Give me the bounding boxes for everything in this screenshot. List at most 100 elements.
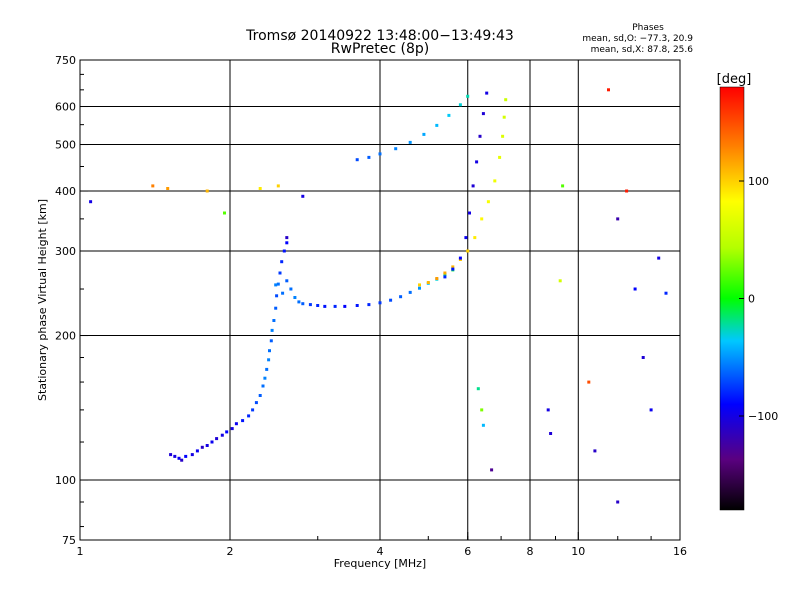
data-point bbox=[263, 376, 267, 380]
data-point bbox=[190, 453, 194, 457]
data-point bbox=[205, 444, 209, 447]
data-point bbox=[418, 283, 421, 287]
data-point bbox=[641, 356, 645, 359]
data-point bbox=[480, 217, 484, 221]
colorbar-ticks: 100 0 −100 bbox=[739, 175, 778, 423]
data-point bbox=[418, 286, 421, 290]
data-point bbox=[281, 291, 285, 295]
chart-title: Tromsø 20140922 13:48:00−13:49:43 bbox=[245, 28, 514, 44]
data-point bbox=[276, 184, 280, 188]
data-point bbox=[169, 453, 173, 457]
data-point bbox=[274, 283, 278, 287]
stats-line-o: mean, sd,O: −77.3, 20.9 bbox=[582, 34, 693, 44]
data-point bbox=[272, 319, 276, 322]
x-tick-label: 8 bbox=[527, 545, 534, 558]
data-point bbox=[616, 217, 620, 221]
data-point bbox=[587, 380, 591, 384]
data-point bbox=[269, 339, 273, 343]
data-point bbox=[280, 260, 284, 264]
data-point bbox=[308, 303, 312, 307]
data-point bbox=[180, 458, 184, 462]
data-point bbox=[220, 433, 224, 437]
y-tick-label: 200 bbox=[55, 330, 76, 343]
data-point bbox=[480, 408, 484, 412]
data-point bbox=[200, 445, 204, 449]
data-point bbox=[451, 267, 455, 271]
data-point bbox=[498, 155, 502, 159]
data-point bbox=[234, 422, 238, 426]
data-point bbox=[558, 279, 562, 283]
data-point bbox=[173, 454, 177, 458]
data-point bbox=[166, 187, 170, 190]
data-point bbox=[378, 152, 382, 156]
data-point bbox=[451, 265, 455, 269]
data-point bbox=[458, 103, 462, 107]
data-point bbox=[408, 140, 412, 144]
data-point bbox=[285, 236, 289, 240]
stats-line-x: mean, sd,X: 87.8, 25.6 bbox=[591, 45, 694, 55]
data-point bbox=[276, 282, 280, 286]
data-point bbox=[282, 249, 286, 253]
data-point bbox=[261, 384, 265, 388]
axis-ticks: 1 2 4 6 8 10 16 75 100 200 300 400 500 600 750 bbox=[55, 54, 687, 558]
data-point bbox=[471, 184, 475, 188]
data-point bbox=[549, 432, 553, 435]
data-point bbox=[478, 134, 482, 138]
data-point bbox=[215, 437, 219, 441]
data-point bbox=[399, 295, 403, 299]
data-point bbox=[367, 155, 371, 159]
x-tick-label: 2 bbox=[227, 545, 234, 558]
data-point bbox=[408, 290, 412, 294]
data-point bbox=[422, 132, 426, 136]
data-point bbox=[493, 179, 497, 183]
y-tick-label: 400 bbox=[55, 185, 76, 198]
data-point bbox=[205, 189, 209, 193]
data-point bbox=[394, 147, 398, 151]
data-point bbox=[274, 306, 278, 310]
data-point bbox=[355, 158, 359, 162]
data-point bbox=[389, 298, 393, 302]
data-point bbox=[285, 241, 289, 245]
data-point bbox=[251, 408, 255, 412]
data-point bbox=[486, 200, 490, 204]
data-point bbox=[481, 112, 485, 116]
data-point bbox=[275, 294, 279, 298]
data-point bbox=[490, 468, 494, 472]
data-point bbox=[270, 328, 274, 332]
data-point bbox=[504, 98, 508, 102]
data-point bbox=[184, 454, 188, 458]
data-point bbox=[258, 187, 262, 190]
data-point bbox=[151, 184, 155, 188]
data-point bbox=[285, 279, 289, 283]
data-point bbox=[466, 94, 470, 98]
data-point bbox=[343, 304, 347, 308]
data-point bbox=[426, 281, 430, 284]
grid-lines bbox=[80, 60, 680, 540]
y-tick-label: 100 bbox=[55, 474, 76, 487]
data-point bbox=[473, 236, 477, 240]
stats-heading: Phases bbox=[632, 23, 664, 33]
data-point bbox=[355, 304, 359, 307]
data-point bbox=[664, 291, 668, 295]
y-tick-label: 75 bbox=[62, 534, 76, 547]
data-point bbox=[278, 271, 282, 275]
colorbar-tick-label: −100 bbox=[748, 410, 778, 423]
x-tick-label: 4 bbox=[377, 545, 384, 558]
data-point bbox=[468, 211, 471, 215]
data-point bbox=[466, 249, 470, 253]
data-point bbox=[546, 408, 550, 412]
data-point bbox=[247, 414, 251, 418]
y-tick-label: 500 bbox=[55, 139, 76, 152]
y-tick-label: 300 bbox=[55, 245, 76, 258]
data-point bbox=[649, 408, 653, 412]
data-point bbox=[435, 123, 439, 127]
data-point bbox=[265, 367, 269, 371]
data-point bbox=[607, 88, 610, 92]
data-point bbox=[241, 419, 245, 423]
x-tick-label: 6 bbox=[464, 545, 471, 558]
data-points bbox=[89, 88, 668, 504]
data-point bbox=[230, 427, 234, 431]
data-point bbox=[475, 160, 479, 164]
y-tick-label: 600 bbox=[55, 101, 76, 114]
